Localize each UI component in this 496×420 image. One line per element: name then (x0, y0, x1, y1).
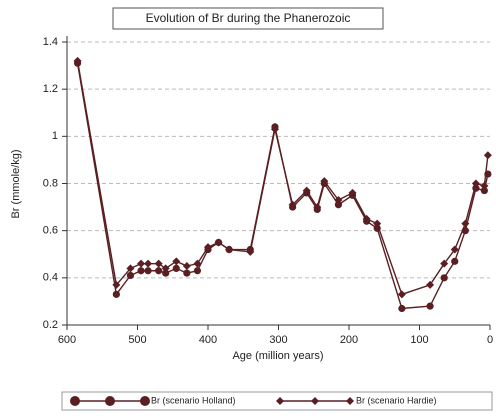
legend-marker (276, 397, 284, 405)
y-tick-label: 1.4 (43, 36, 58, 48)
x-tick-label: 600 (58, 334, 76, 346)
marker (204, 243, 212, 252)
marker (144, 259, 153, 268)
marker (193, 259, 202, 268)
marker (480, 186, 488, 195)
marker (461, 219, 470, 228)
marker (398, 304, 406, 313)
marker (480, 181, 489, 190)
y-tick-label: 0.2 (43, 319, 58, 331)
y-tick-label: 0.4 (43, 272, 58, 284)
marker (362, 214, 371, 223)
legend-marker (70, 396, 80, 406)
marker (450, 245, 459, 254)
marker (348, 188, 357, 197)
marker (161, 264, 170, 273)
marker (172, 257, 181, 266)
x-tick-label: 0 (487, 334, 493, 346)
y-tick-label: 0.8 (43, 177, 58, 189)
marker (483, 151, 492, 160)
marker (144, 267, 152, 275)
marker (426, 302, 434, 310)
x-tick-label: 200 (340, 334, 358, 346)
marker (126, 264, 135, 273)
marker (246, 247, 255, 256)
legend-label: Br (scenario Hardie) (356, 395, 437, 405)
legend-marker (105, 396, 115, 406)
marker (313, 203, 322, 212)
chart-title: Evolution of Br during the Phanerozoic (146, 11, 351, 25)
marker (426, 280, 435, 289)
marker (172, 264, 180, 272)
marker (162, 269, 170, 277)
x-tick-label: 500 (128, 334, 146, 346)
marker (270, 125, 279, 134)
y-axis-label: Br (mmole/kg) (10, 149, 22, 218)
x-tick-label: 400 (199, 334, 217, 346)
marker (397, 290, 406, 299)
marker (183, 269, 191, 277)
y-tick-label: 0.6 (43, 225, 58, 237)
marker (320, 177, 329, 186)
marker (288, 200, 297, 209)
marker (137, 259, 146, 268)
title-box (112, 7, 384, 30)
marker (334, 201, 343, 209)
marker (440, 259, 449, 268)
marker (155, 267, 163, 275)
y-tick-label: 1.2 (43, 83, 58, 95)
marker (126, 271, 135, 280)
marker (193, 267, 202, 275)
marker (154, 259, 163, 268)
marker (302, 186, 311, 195)
legend-marker (311, 397, 319, 405)
marker (451, 257, 459, 265)
marker (112, 290, 120, 298)
legend-marker (346, 397, 354, 405)
legend-marker (140, 396, 150, 406)
marker (214, 238, 223, 247)
marker (182, 262, 191, 271)
marker (112, 280, 121, 289)
marker (440, 274, 448, 282)
marker (373, 219, 382, 228)
y-tick-label: 1 (52, 130, 58, 142)
marker (137, 267, 145, 275)
x-tick-label: 300 (269, 334, 287, 346)
marker (73, 56, 82, 65)
x-tick-label: 100 (410, 334, 428, 346)
marker (225, 245, 234, 254)
x-axis-label: Age (million years) (232, 350, 323, 362)
series-line (76, 60, 489, 296)
legend-label: Br (scenario Holland) (151, 395, 236, 405)
marker (334, 196, 343, 205)
marker (471, 179, 480, 188)
